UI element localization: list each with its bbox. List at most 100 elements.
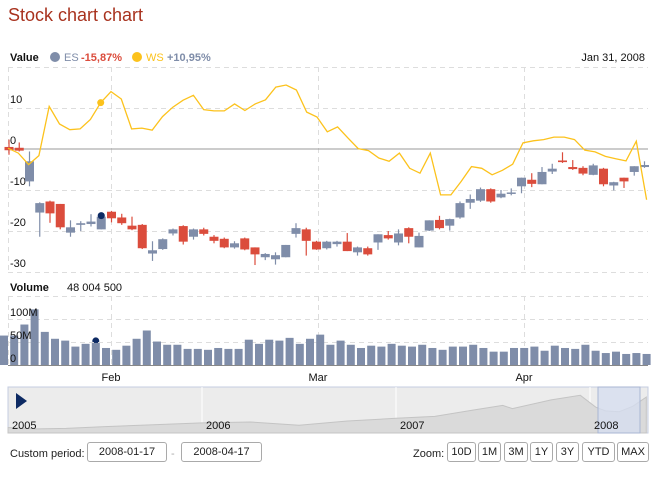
volume-bar (0, 335, 8, 365)
candle (55, 203, 65, 230)
candle-body (629, 166, 639, 172)
candle (86, 214, 96, 227)
candle (363, 246, 373, 256)
candle-body (168, 229, 178, 234)
navigator-selection[interactable] (597, 386, 641, 434)
volume-bars (0, 309, 651, 365)
candle-body (301, 229, 311, 241)
candle (312, 240, 321, 250)
zoom-1y-button[interactable]: 1Y (530, 442, 553, 462)
chart-area[interactable]: Value ES -15,87% WS +10,95% Jan 31, 2008… (0, 0, 661, 442)
candle-body (291, 228, 301, 234)
volume-bar (132, 338, 141, 365)
value-legend-label: Value (10, 52, 39, 64)
candle-body (158, 239, 168, 250)
candle-body (373, 234, 383, 243)
period-to-input[interactable]: 2008-04-17 (181, 442, 262, 462)
y-tick-label: -10 (10, 176, 26, 188)
y-tick-label: -30 (10, 258, 26, 270)
navigator-year-label: 2008 (594, 420, 618, 432)
y-tick-label: -20 (10, 217, 26, 229)
candle (383, 231, 393, 240)
candle (332, 240, 342, 247)
volume-bar (204, 349, 212, 365)
es-legend-name[interactable]: ES (64, 52, 79, 64)
cursor-date: Jan 31, 2008 (581, 52, 645, 64)
candle-body (45, 201, 55, 214)
volume-bar (316, 334, 325, 365)
ws-legend-change: +10,95% (167, 52, 211, 64)
candle (373, 234, 383, 250)
volume-bar (244, 339, 253, 365)
volume-legend-label: Volume (10, 282, 49, 294)
candle (148, 241, 157, 261)
candle-body (424, 220, 434, 231)
candle-body (547, 168, 557, 172)
x-tick-label: Feb (102, 372, 121, 384)
volume-bar (479, 347, 488, 365)
period-from-input[interactable]: 2008-01-17 (87, 442, 167, 462)
candle (599, 167, 608, 187)
volume-bar (91, 342, 100, 365)
candle-body (281, 244, 291, 258)
candle (260, 253, 270, 261)
zoom-10d-button[interactable]: 10D (447, 442, 476, 462)
candle (250, 247, 260, 266)
volume-bar (30, 309, 39, 365)
candle (476, 187, 485, 202)
chart-title: Stock chart chart (8, 5, 144, 25)
volume-axis: 100M 50M 0 (10, 307, 38, 365)
candle (158, 238, 168, 250)
ws-legend-name[interactable]: WS (146, 52, 164, 64)
play-icon[interactable] (16, 393, 27, 409)
candle (455, 201, 465, 219)
volume-bar (642, 353, 651, 365)
candle-body (148, 250, 157, 254)
candle (424, 220, 434, 231)
candle-body (76, 223, 86, 225)
value-grid (8, 67, 648, 273)
candle-body (455, 203, 465, 218)
candle (76, 221, 86, 231)
volume-bar (612, 351, 620, 365)
date-axis: Feb Mar Apr (102, 372, 533, 384)
candle (435, 215, 444, 230)
zoom-ytd-button[interactable]: YTD (582, 442, 615, 462)
candle-body (271, 255, 280, 260)
candle-body (332, 241, 342, 245)
candle-body (363, 248, 373, 255)
candle-body (199, 229, 209, 234)
volume-bar (193, 348, 202, 365)
zoom-max-button[interactable]: MAX (617, 442, 649, 462)
candle (209, 235, 219, 244)
volume-bar (255, 343, 263, 365)
volume-tick-label: 100M (10, 307, 38, 319)
value-axis: 10 0 -10 -20 -30 (10, 94, 26, 270)
candle-body (127, 225, 137, 230)
volume-bar (510, 347, 518, 365)
candle-body (476, 189, 485, 201)
es-legend-marker-icon (50, 52, 60, 62)
candle-body (404, 228, 414, 237)
volume-bar (306, 338, 314, 365)
candle-body (96, 216, 106, 230)
zoom-3y-button[interactable]: 3Y (556, 442, 579, 462)
candle-body (230, 243, 239, 248)
volume-bar (571, 348, 580, 365)
volume-bar (234, 348, 243, 365)
volume-bar (275, 340, 284, 365)
volume-bar (142, 330, 151, 365)
zoom-1m-button[interactable]: 1M (478, 442, 501, 462)
volume-bar (20, 324, 29, 365)
zoom-3m-button[interactable]: 3M (504, 442, 528, 462)
volume-bar (550, 345, 559, 365)
candle (271, 252, 280, 265)
volume-bar (102, 347, 110, 365)
volume-bar (377, 346, 386, 365)
candle (578, 166, 588, 176)
candle (168, 228, 178, 236)
navigator[interactable]: 2005 2006 2007 2008 (7, 386, 649, 434)
volume-bar (622, 353, 631, 365)
volume-bar (61, 340, 70, 365)
candle (506, 188, 516, 196)
